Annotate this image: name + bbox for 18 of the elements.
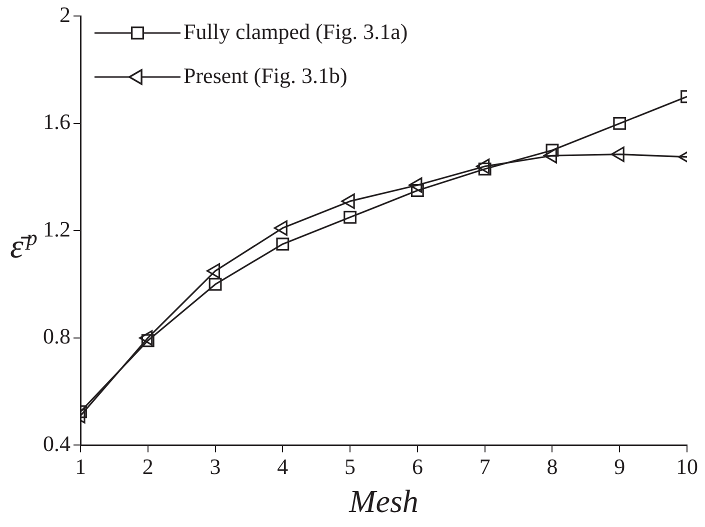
x-tick-label: 7 <box>479 454 490 480</box>
y-tick-label: 0.4 <box>43 430 70 456</box>
x-tick-label: 5 <box>344 454 356 480</box>
y-tick-label: 1.2 <box>43 216 70 242</box>
x-tick-label: 10 <box>676 454 698 480</box>
y-tick-label: 2 <box>60 2 70 27</box>
x-tick-label: 2 <box>142 454 154 480</box>
legend-label: Present (Fig. 3.1b) <box>184 62 348 88</box>
x-tick-label: 8 <box>546 454 558 480</box>
x-tick-label: 3 <box>210 454 221 480</box>
x-tick-label: 1 <box>75 454 86 480</box>
y-tick-label: 0.8 <box>43 324 70 349</box>
y-tick-label: 1.6 <box>43 109 70 134</box>
x-axis-title: Mesh <box>348 483 418 520</box>
x-tick-label: 9 <box>614 454 626 480</box>
x-tick-label: 4 <box>277 454 288 480</box>
x-tick-label: 6 <box>412 454 423 480</box>
legend-label: Fully clamped (Fig. 3.1a) <box>184 18 408 44</box>
